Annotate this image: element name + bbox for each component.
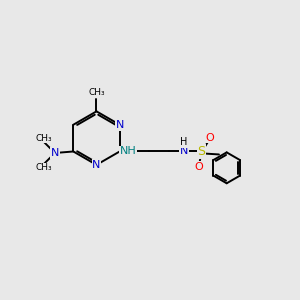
Text: CH₃: CH₃ xyxy=(35,134,52,142)
Text: N: N xyxy=(92,160,101,170)
Text: H: H xyxy=(181,137,188,147)
Text: CH₃: CH₃ xyxy=(88,88,105,97)
Text: O: O xyxy=(205,133,214,142)
Text: S: S xyxy=(197,145,206,158)
Text: O: O xyxy=(195,162,203,172)
Text: N: N xyxy=(180,146,188,157)
Text: N: N xyxy=(116,120,124,130)
Text: CH₃: CH₃ xyxy=(35,163,52,172)
Text: NH: NH xyxy=(120,146,136,157)
Text: N: N xyxy=(51,148,59,158)
